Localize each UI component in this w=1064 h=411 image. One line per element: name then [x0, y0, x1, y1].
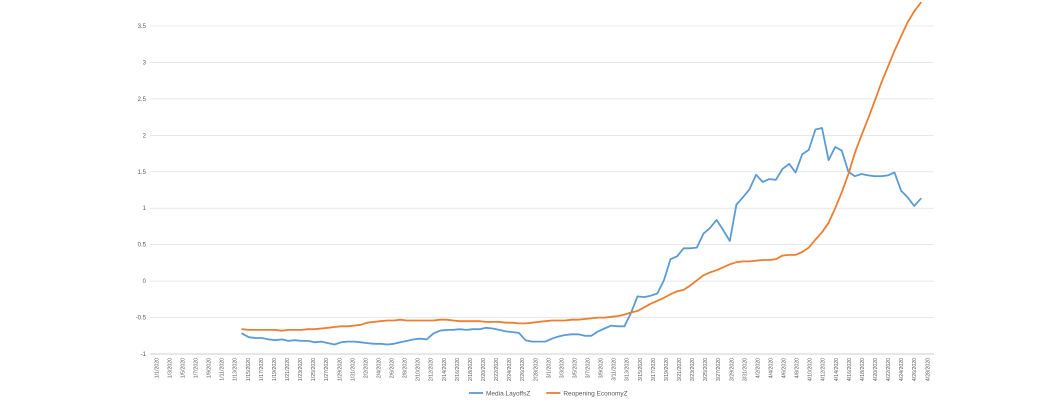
- series-line-reopening-economyz: [241, 1, 922, 332]
- x-tick-label: 3/9/2020: [599, 358, 605, 378]
- x-tick-label: 4/10/2020: [808, 358, 814, 381]
- x-tick-label: 3/31/2020: [742, 358, 748, 381]
- x-tick-label: 4/22/2020: [886, 358, 892, 381]
- x-tick-label: 1/1/2020: [154, 358, 160, 378]
- x-tick-label: 2/4/2020: [376, 358, 382, 378]
- y-tick-label: 3: [143, 60, 147, 66]
- x-tick-label: 3/21/2020: [677, 358, 683, 381]
- x-tick-label: 2/26/2020: [520, 358, 526, 381]
- x-tick-label: 2/2/2020: [363, 358, 369, 378]
- y-tick-label: 0: [143, 279, 147, 285]
- y-axis-ticks: 3.5 3 2.5 2 1.5 1 0.5 0 -0.5 -1: [136, 24, 147, 358]
- x-tick-label: 4/6/2020: [782, 358, 788, 378]
- x-tick-label: 2/6/2020: [390, 358, 396, 378]
- x-tick-label: 1/21/2020: [285, 358, 291, 381]
- x-tick-label: 2/12/2020: [429, 358, 435, 381]
- x-tick-label: 1/17/2020: [259, 358, 265, 381]
- x-tick-label: 3/3/2020: [559, 358, 565, 378]
- series-line-media-layoffsz: [241, 127, 922, 346]
- x-tick-label: 1/15/2020: [246, 358, 252, 381]
- x-tick-label: 3/7/2020: [586, 358, 592, 378]
- x-tick-label: 4/20/2020: [873, 358, 879, 381]
- x-tick-label: 2/22/2020: [494, 358, 500, 381]
- x-tick-label: 1/27/2020: [324, 358, 330, 381]
- x-tick-label: 4/26/2020: [912, 358, 918, 381]
- x-tick-label: 3/23/2020: [690, 358, 696, 381]
- y-tick-label: 1.5: [138, 170, 147, 176]
- x-tick-label: 2/8/2020: [403, 358, 409, 378]
- x-tick-label: 2/16/2020: [455, 358, 461, 381]
- x-tick-label: 1/25/2020: [311, 358, 317, 381]
- series-lines: [241, 1, 922, 346]
- x-tick-label: 1/23/2020: [298, 358, 304, 381]
- x-tick-label: 1/7/2020: [194, 358, 200, 378]
- x-tick-label: 4/4/2020: [768, 358, 774, 378]
- x-tick-label: 3/1/2020: [546, 358, 552, 378]
- legend-label-reopening-economyz: Reopening EconomyZ: [563, 390, 627, 397]
- x-tick-label: 3/17/2020: [651, 358, 657, 381]
- x-tick-label: 2/18/2020: [468, 358, 474, 381]
- x-tick-label: 1/19/2020: [272, 358, 278, 381]
- x-tick-label: 1/5/2020: [180, 358, 186, 378]
- x-tick-label: 2/20/2020: [481, 358, 487, 381]
- x-tick-label: 4/14/2020: [834, 358, 840, 381]
- y-tick-label: 0.5: [138, 243, 147, 249]
- y-tick-label: -0.5: [136, 316, 147, 322]
- x-tick-label: 3/11/2020: [612, 358, 618, 381]
- x-tick-label: 4/18/2020: [860, 358, 866, 381]
- x-tick-label: 4/2/2020: [755, 358, 761, 378]
- x-axis-ticks: 1/1/2020 1/3/2020 1/5/2020 1/7/2020 1/9/2020…: [154, 358, 931, 381]
- x-tick-label: 1/3/2020: [167, 358, 173, 378]
- x-tick-label: 2/28/2020: [533, 358, 539, 381]
- x-tick-label: 1/31/2020: [350, 358, 356, 381]
- x-tick-label: 3/13/2020: [625, 358, 631, 381]
- x-tick-label: 2/10/2020: [416, 358, 422, 381]
- x-tick-label: 4/24/2020: [899, 358, 905, 381]
- x-tick-label: 4/8/2020: [795, 358, 801, 378]
- x-tick-label: 3/25/2020: [703, 358, 709, 381]
- x-tick-label: 2/14/2020: [442, 358, 448, 381]
- gridlines: [150, 25, 934, 318]
- x-tick-label: 4/16/2020: [847, 358, 853, 381]
- x-tick-label: 3/5/2020: [572, 358, 578, 378]
- x-tick-label: 2/24/2020: [507, 358, 513, 381]
- x-tick-label: 3/19/2020: [664, 358, 670, 381]
- x-tick-label: 4/12/2020: [821, 358, 827, 381]
- x-tick-label: 1/13/2020: [233, 358, 239, 381]
- x-tick-label: 3/27/2020: [716, 358, 722, 381]
- y-tick-label: 2: [143, 133, 147, 139]
- y-tick-label: 1: [143, 206, 147, 212]
- legend: Media LayoffsZ Reopening EconomyZ: [469, 390, 628, 397]
- y-tick-label: 3.5: [138, 24, 147, 30]
- legend-label-media-layoffsz: Media LayoffsZ: [486, 390, 530, 397]
- x-tick-label: 1/11/2020: [220, 358, 226, 381]
- y-tick-label: 2.5: [138, 97, 147, 103]
- x-tick-label: 3/15/2020: [638, 358, 644, 381]
- x-tick-label: 1/9/2020: [207, 358, 213, 378]
- y-tick-label: -1: [141, 352, 147, 358]
- x-tick-label: 3/29/2020: [729, 358, 735, 381]
- x-tick-label: 1/29/2020: [337, 358, 343, 381]
- x-tick-label: 4/28/2020: [925, 358, 931, 381]
